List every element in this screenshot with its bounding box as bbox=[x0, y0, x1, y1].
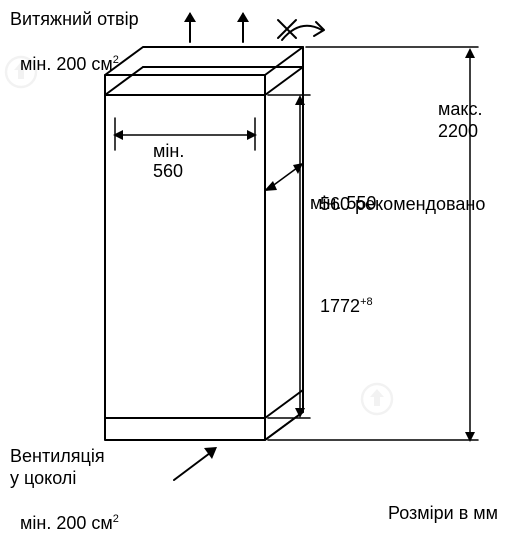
vent-bottom-min-text: мін. 200 см bbox=[20, 513, 113, 533]
height-max-value: 2200 bbox=[438, 120, 478, 143]
vent-bottom-sub: у цоколі bbox=[10, 467, 76, 490]
depth-min: мін. 550 bbox=[310, 192, 376, 215]
vent-top-min: мін. 200 см2 bbox=[10, 30, 119, 75]
height-inner: 1772+8 bbox=[310, 272, 373, 317]
height-inner-tol: +8 bbox=[360, 296, 373, 308]
vent-bottom-min: мін. 200 см2 bbox=[10, 489, 119, 534]
height-inner-value: 1772 bbox=[320, 296, 360, 316]
units-label: Розміри в мм bbox=[388, 502, 498, 525]
sup2: 2 bbox=[113, 54, 119, 66]
sup2-b: 2 bbox=[113, 513, 119, 525]
width-min-value: 560 bbox=[153, 160, 183, 183]
vent-bottom-title: Вентиляція bbox=[10, 445, 105, 468]
vent-top-title: Витяжний отвір bbox=[10, 8, 139, 31]
vent-top-min-text: мін. 200 см bbox=[20, 54, 113, 74]
height-max-label: макс. bbox=[438, 98, 482, 121]
